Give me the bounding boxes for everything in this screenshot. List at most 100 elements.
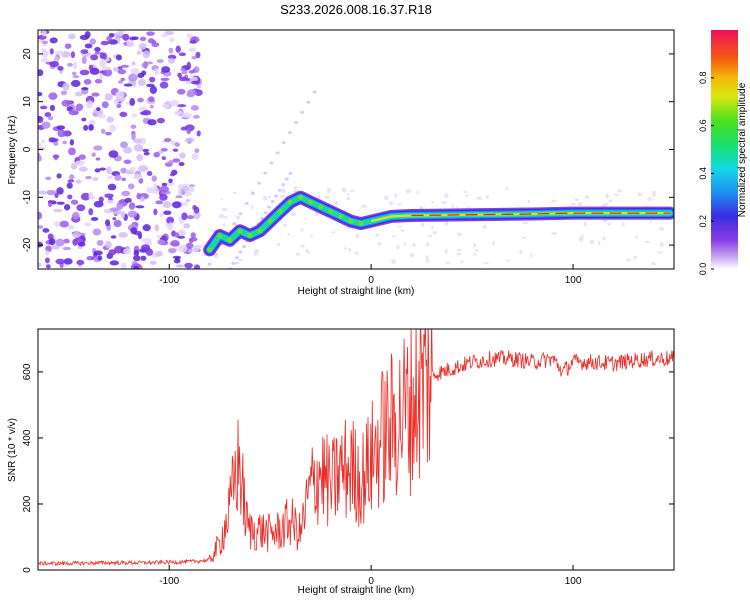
noise-blob	[633, 255, 638, 260]
noise-blob	[72, 75, 80, 79]
noise-blob	[83, 124, 89, 131]
noise-blob	[38, 241, 44, 248]
noise-blob	[188, 70, 195, 74]
streak-blob	[231, 261, 236, 265]
noise-blob	[77, 241, 86, 247]
streak-blob	[269, 161, 274, 165]
colorbar-tick-label: 0.4	[698, 167, 708, 180]
noise-blob	[75, 160, 85, 166]
noise-blob	[166, 181, 175, 187]
noise-blob	[93, 200, 104, 208]
noise-blob	[62, 82, 70, 91]
streak-blob	[250, 191, 255, 195]
noise-blob	[149, 104, 154, 109]
noise-blob	[67, 225, 75, 230]
noise-blob	[160, 77, 170, 81]
noise-blob	[94, 78, 103, 84]
noise-blob	[428, 234, 433, 238]
ridge-blob	[358, 221, 364, 227]
streak-blob	[238, 212, 243, 216]
noise-blob	[189, 40, 197, 44]
noise-blob	[195, 51, 201, 59]
noise-blob	[186, 128, 191, 135]
noise-blob	[131, 113, 138, 118]
noise-blob	[530, 253, 533, 258]
streak-blob	[294, 121, 299, 125]
noise-blob	[299, 244, 305, 248]
noise-blob	[70, 79, 81, 88]
noise-blob	[70, 199, 79, 205]
noise-blob	[189, 76, 198, 82]
noise-blob	[617, 189, 623, 193]
noise-blob	[99, 51, 105, 59]
noise-blob	[136, 154, 144, 162]
noise-blob	[115, 90, 125, 99]
noise-blob	[44, 257, 50, 264]
noise-blob	[391, 235, 396, 238]
noise-blob	[170, 101, 180, 107]
noise-blob	[397, 203, 403, 206]
noise-blob	[121, 177, 126, 182]
streak-blob	[259, 216, 264, 220]
noise-blob	[49, 61, 60, 68]
streak-blob	[263, 171, 268, 175]
noise-blob	[189, 185, 195, 192]
noise-blob	[485, 195, 490, 199]
noise-blob	[106, 116, 114, 123]
noise-blob	[635, 234, 638, 240]
noise-blob	[44, 250, 50, 256]
noise-blob	[117, 69, 127, 75]
noise-blob	[218, 213, 225, 219]
colorbar: 0.0 0.2 0.4 0.6 0.8 Normalized spectral ampl…	[698, 30, 748, 275]
noise-blob	[607, 222, 612, 226]
colorbar-tick-label: 0.2	[698, 215, 708, 228]
noise-blob	[149, 76, 156, 83]
noise-blob	[157, 239, 165, 245]
noise-blob	[112, 217, 117, 221]
noise-blob	[76, 204, 86, 212]
noise-blob	[80, 192, 91, 201]
noise-blob	[224, 215, 228, 219]
noise-blob	[343, 247, 347, 250]
noise-blob	[41, 139, 46, 143]
noise-blob	[94, 168, 101, 173]
noise-blob	[41, 121, 51, 129]
streak-blob	[288, 171, 293, 175]
noise-blob	[97, 255, 103, 261]
ridge-blob	[247, 233, 253, 239]
noise-blob	[398, 225, 402, 228]
noise-blob	[194, 89, 203, 96]
noise-blob	[98, 60, 107, 68]
noise-blob	[123, 146, 133, 154]
noise-blob	[127, 183, 135, 190]
noise-blob	[48, 238, 56, 246]
noise-blob	[109, 207, 119, 212]
spectrogram-y-label: Frequency (Hz)	[7, 116, 18, 185]
noise-blob	[61, 99, 71, 107]
streak-blob	[274, 194, 279, 198]
noise-blob	[287, 232, 290, 237]
streak-blob	[275, 151, 280, 155]
noise-blob	[49, 37, 58, 44]
noise-blob	[123, 159, 132, 164]
noise-blob	[155, 250, 163, 257]
spectrogram-x-tick-label: 0	[368, 275, 374, 286]
noise-blob	[170, 239, 180, 247]
noise-blob	[291, 212, 296, 217]
noise-blob	[161, 104, 169, 109]
snr-y-ticks: 0 200 400 600	[22, 363, 674, 573]
noise-blob	[172, 158, 181, 163]
noise-blob	[622, 221, 625, 227]
noise-blob	[100, 40, 110, 46]
noise-blob	[38, 211, 43, 220]
streak-blob	[257, 181, 262, 185]
noise-blob	[68, 110, 79, 116]
noise-blob	[444, 221, 449, 226]
noise-blob	[191, 55, 197, 60]
noise-blob	[141, 244, 151, 251]
noise-blob	[602, 236, 606, 241]
noise-blob	[120, 262, 127, 269]
noise-blob	[181, 212, 188, 221]
spectrogram-y-tick-label: 0	[22, 146, 33, 152]
